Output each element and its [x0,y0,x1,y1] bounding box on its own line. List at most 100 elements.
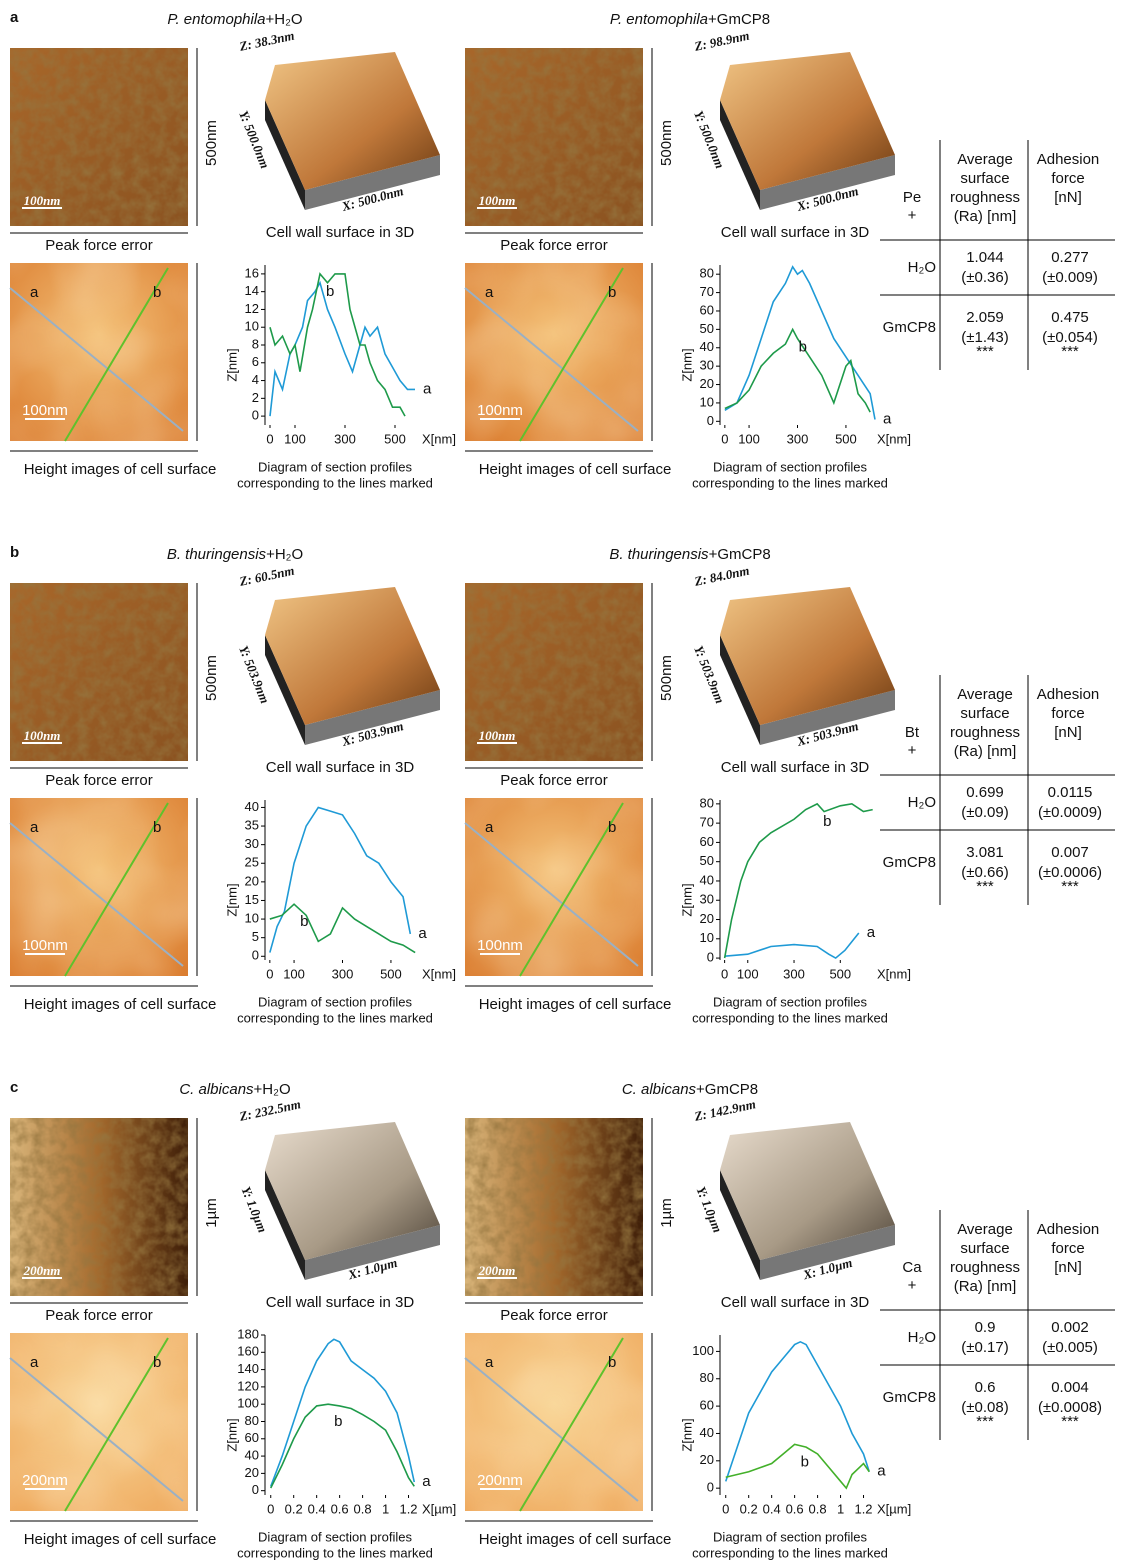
scale-bar-label: 100nm [24,193,61,208]
y-label: Y: 1.0µm [238,1184,270,1234]
line-label-a: a [485,284,494,301]
scale-bar-label: 200nm [477,1472,523,1489]
series-label: b [823,813,831,830]
line-label-b: b [153,1354,161,1371]
table-header: (Ra) [nm] [954,1278,1017,1295]
x-axis-label: X[µm] [422,1501,456,1516]
table-cell: 0.004 [1051,1379,1089,1396]
profile-line [725,804,873,958]
y-tick-label: 5 [252,929,259,944]
profile-line [726,1444,870,1488]
table-header: force [1051,1240,1084,1257]
series-label: a [423,380,432,397]
table-cell: 1.044 [966,249,1004,266]
z-label: Z: 232.5nm [237,1096,302,1124]
table-cell: 0.699 [966,784,1004,801]
x-axis-label: X[nm] [877,966,911,981]
table-cell: *** [976,1413,994,1430]
y-axis-label: Z[nm] [224,348,239,381]
organism: C. albicans [622,1081,697,1098]
y-tick-label: 60 [245,1430,259,1445]
series-label: b [326,283,334,300]
profile-caption: corresponding to the lines marked [237,1545,433,1560]
table-cell: 0.277 [1051,249,1089,266]
panel-label: b [10,544,19,561]
x-tick-label: 0.2 [740,1501,758,1516]
series-label: b [801,1453,809,1470]
peak-caption: Peak force error [45,237,153,254]
condition-title: P. entomophila+GmCP8 [610,11,770,28]
y-tick-label: 10 [700,394,714,409]
treatment: +H₂O [254,1081,291,1098]
table-header: surface [960,170,1009,187]
profile-line [725,933,859,958]
profile-caption: Diagram of section profiles [258,1529,412,1544]
condition-title: C. albicans+GmCP8 [622,1081,758,1098]
scale-bar-label: 100nm [479,728,516,743]
x-tick-label: 0 [721,966,728,981]
x-tick-label: 0.8 [354,1501,372,1516]
profile-caption: Diagram of section profiles [713,459,867,474]
profile-caption: Diagram of section profiles [258,459,412,474]
table-header: Average [957,151,1013,168]
y-tick-label: 80 [700,266,714,281]
surface-caption: Cell wall surface in 3D [266,1294,415,1311]
profile-line [270,274,405,416]
x-tick-label: 500 [384,431,406,446]
table-header: Adhesion [1037,151,1100,168]
y-tick-label: 80 [700,795,714,810]
z-label: Z: 84.0nm [692,563,751,589]
y-tick-label: 15 [245,892,259,907]
table-header: Adhesion [1037,686,1100,703]
height-caption: Height images of cell surface [479,461,672,478]
organism: B. thuringensis [167,546,267,563]
x-tick-label: 1 [837,1501,844,1516]
series-label: a [867,924,876,941]
x-tick-label: 300 [787,431,809,446]
y-axis-label: Z[nm] [679,1418,694,1451]
table-cell: 0.6 [975,1379,996,1396]
z-label: Z: 60.5nm [237,563,296,589]
condition-title: P. entomophila+H₂O [167,11,302,28]
line-label-a: a [485,819,494,836]
y-tick-label: 0 [707,413,714,428]
organism: P. entomophila [610,11,708,28]
line-label-b: b [608,819,616,836]
x-tick-label: 500 [380,966,402,981]
x-tick-label: 0.4 [308,1501,326,1516]
y-tick-label: 140 [237,1361,259,1376]
x-tick-label: 100 [738,431,760,446]
y-tick-label: 10 [700,930,714,945]
y-tick-label: 40 [700,872,714,887]
series-label: a [877,1463,886,1480]
profile-line [271,1339,415,1486]
x-tick-label: 500 [835,431,857,446]
line-label-b: b [608,1354,616,1371]
x-tick-label: 300 [783,966,805,981]
line-label-a: a [30,284,39,301]
x-axis-label: X[nm] [422,966,456,981]
table-cell: (±0.09) [961,804,1008,821]
height-caption: Height images of cell surface [24,1531,217,1548]
y-tick-label: 35 [245,817,259,832]
height-caption: Height images of cell surface [479,1531,672,1548]
table-cell: *** [1061,878,1079,895]
profile-caption: corresponding to the lines marked [237,1010,433,1025]
surface-caption: Cell wall surface in 3D [721,224,870,241]
panel-label: c [10,1079,18,1096]
row-label: GmCP8 [883,1389,936,1406]
y-axis-label: Z[nm] [224,1418,239,1451]
y-tick-label: 20 [700,1452,714,1467]
table-corner: + [908,207,917,224]
x-axis-label: X[nm] [877,431,911,446]
scale-bar-label: 100nm [22,402,68,419]
table-header: Average [957,1221,1013,1238]
condition-title: B. thuringensis+GmCP8 [609,546,770,563]
y-tick-label: 40 [245,1448,259,1463]
profile-caption: corresponding to the lines marked [237,475,433,490]
table-header: surface [960,1240,1009,1257]
y-tick-label: 25 [245,855,259,870]
table-header: roughness [950,1259,1020,1276]
x-tick-label: 0 [722,1501,729,1516]
line-label-b: b [153,284,161,301]
